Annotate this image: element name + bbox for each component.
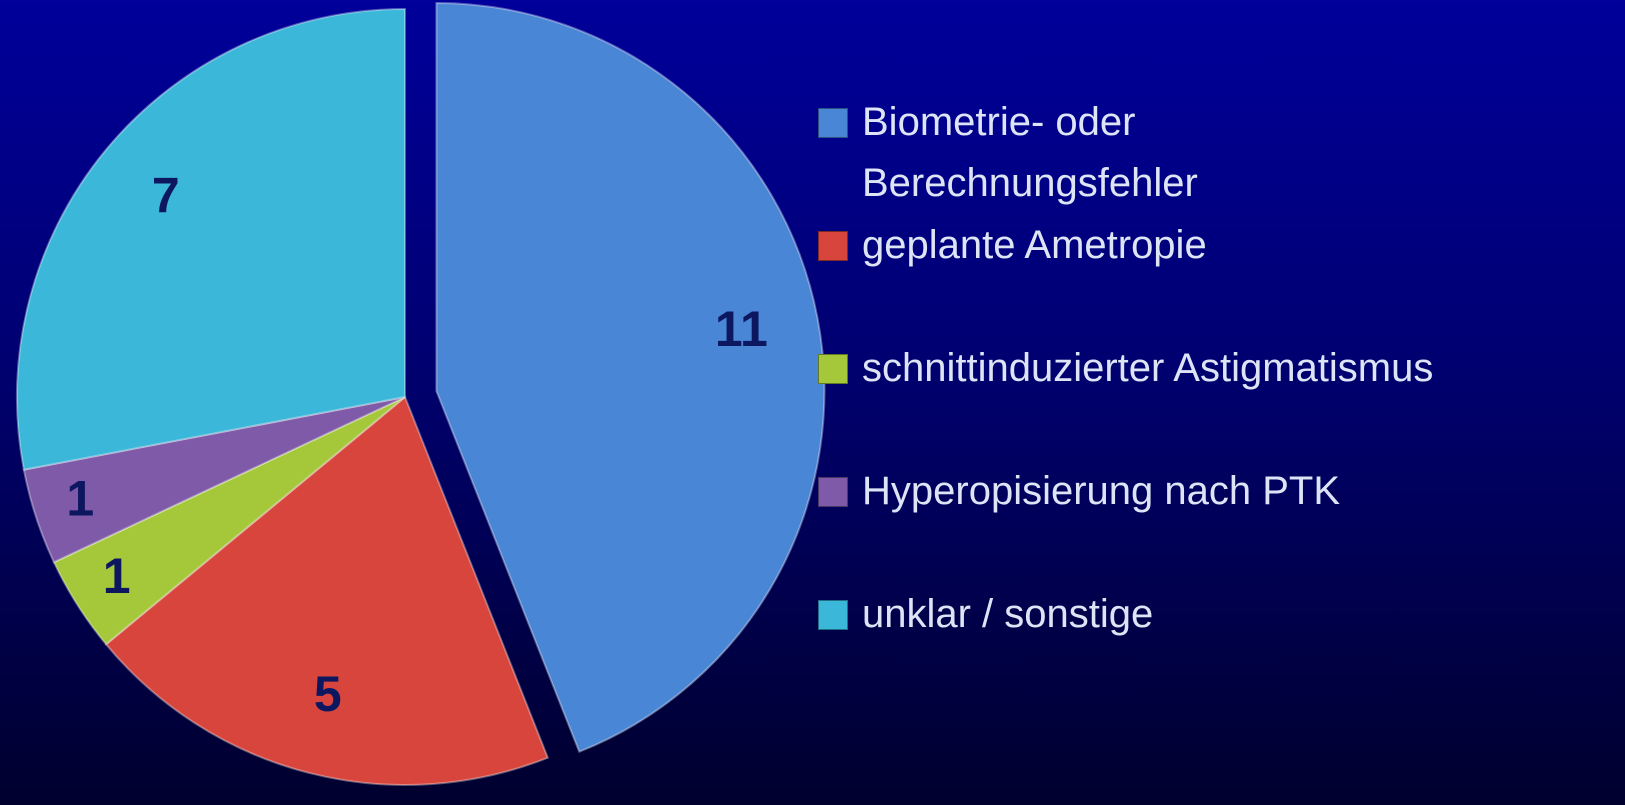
legend-item: schnittinduzierter Astigmatismus bbox=[818, 338, 1433, 399]
legend-label: Biometrie- oder Berechnungsfehler bbox=[862, 100, 1198, 205]
legend-label: schnittinduzierter Astigmatismus bbox=[862, 346, 1434, 390]
data-label: 11 bbox=[715, 301, 768, 357]
legend-label: Hyperopisierung nach PTK bbox=[862, 469, 1341, 513]
legend-item: Hyperopisierung nach PTK bbox=[818, 461, 1340, 522]
pie-slice bbox=[104, 395, 550, 786]
pie-slice bbox=[22, 396, 406, 564]
legend-swatch bbox=[818, 354, 848, 384]
pie-slice bbox=[52, 396, 406, 646]
data-label: 1 bbox=[103, 548, 131, 604]
legend-swatch bbox=[818, 600, 848, 630]
legend-label: unklar / sonstige bbox=[862, 592, 1154, 636]
pie-slice bbox=[16, 7, 406, 471]
legend-item: unklar / sonstige bbox=[818, 584, 1153, 645]
pie-slice bbox=[435, 2, 826, 754]
data-label: 7 bbox=[152, 167, 180, 223]
legend-swatch bbox=[818, 477, 848, 507]
legend-label: geplante Ametropie bbox=[862, 223, 1207, 267]
legend-swatch bbox=[818, 108, 848, 138]
data-label: 5 bbox=[314, 666, 342, 722]
legend-item: geplante Ametropie bbox=[818, 215, 1207, 276]
legend-swatch bbox=[818, 231, 848, 261]
legend-item: Biometrie- oder Berechnungsfehler bbox=[818, 92, 1282, 214]
data-label: 1 bbox=[66, 471, 94, 527]
